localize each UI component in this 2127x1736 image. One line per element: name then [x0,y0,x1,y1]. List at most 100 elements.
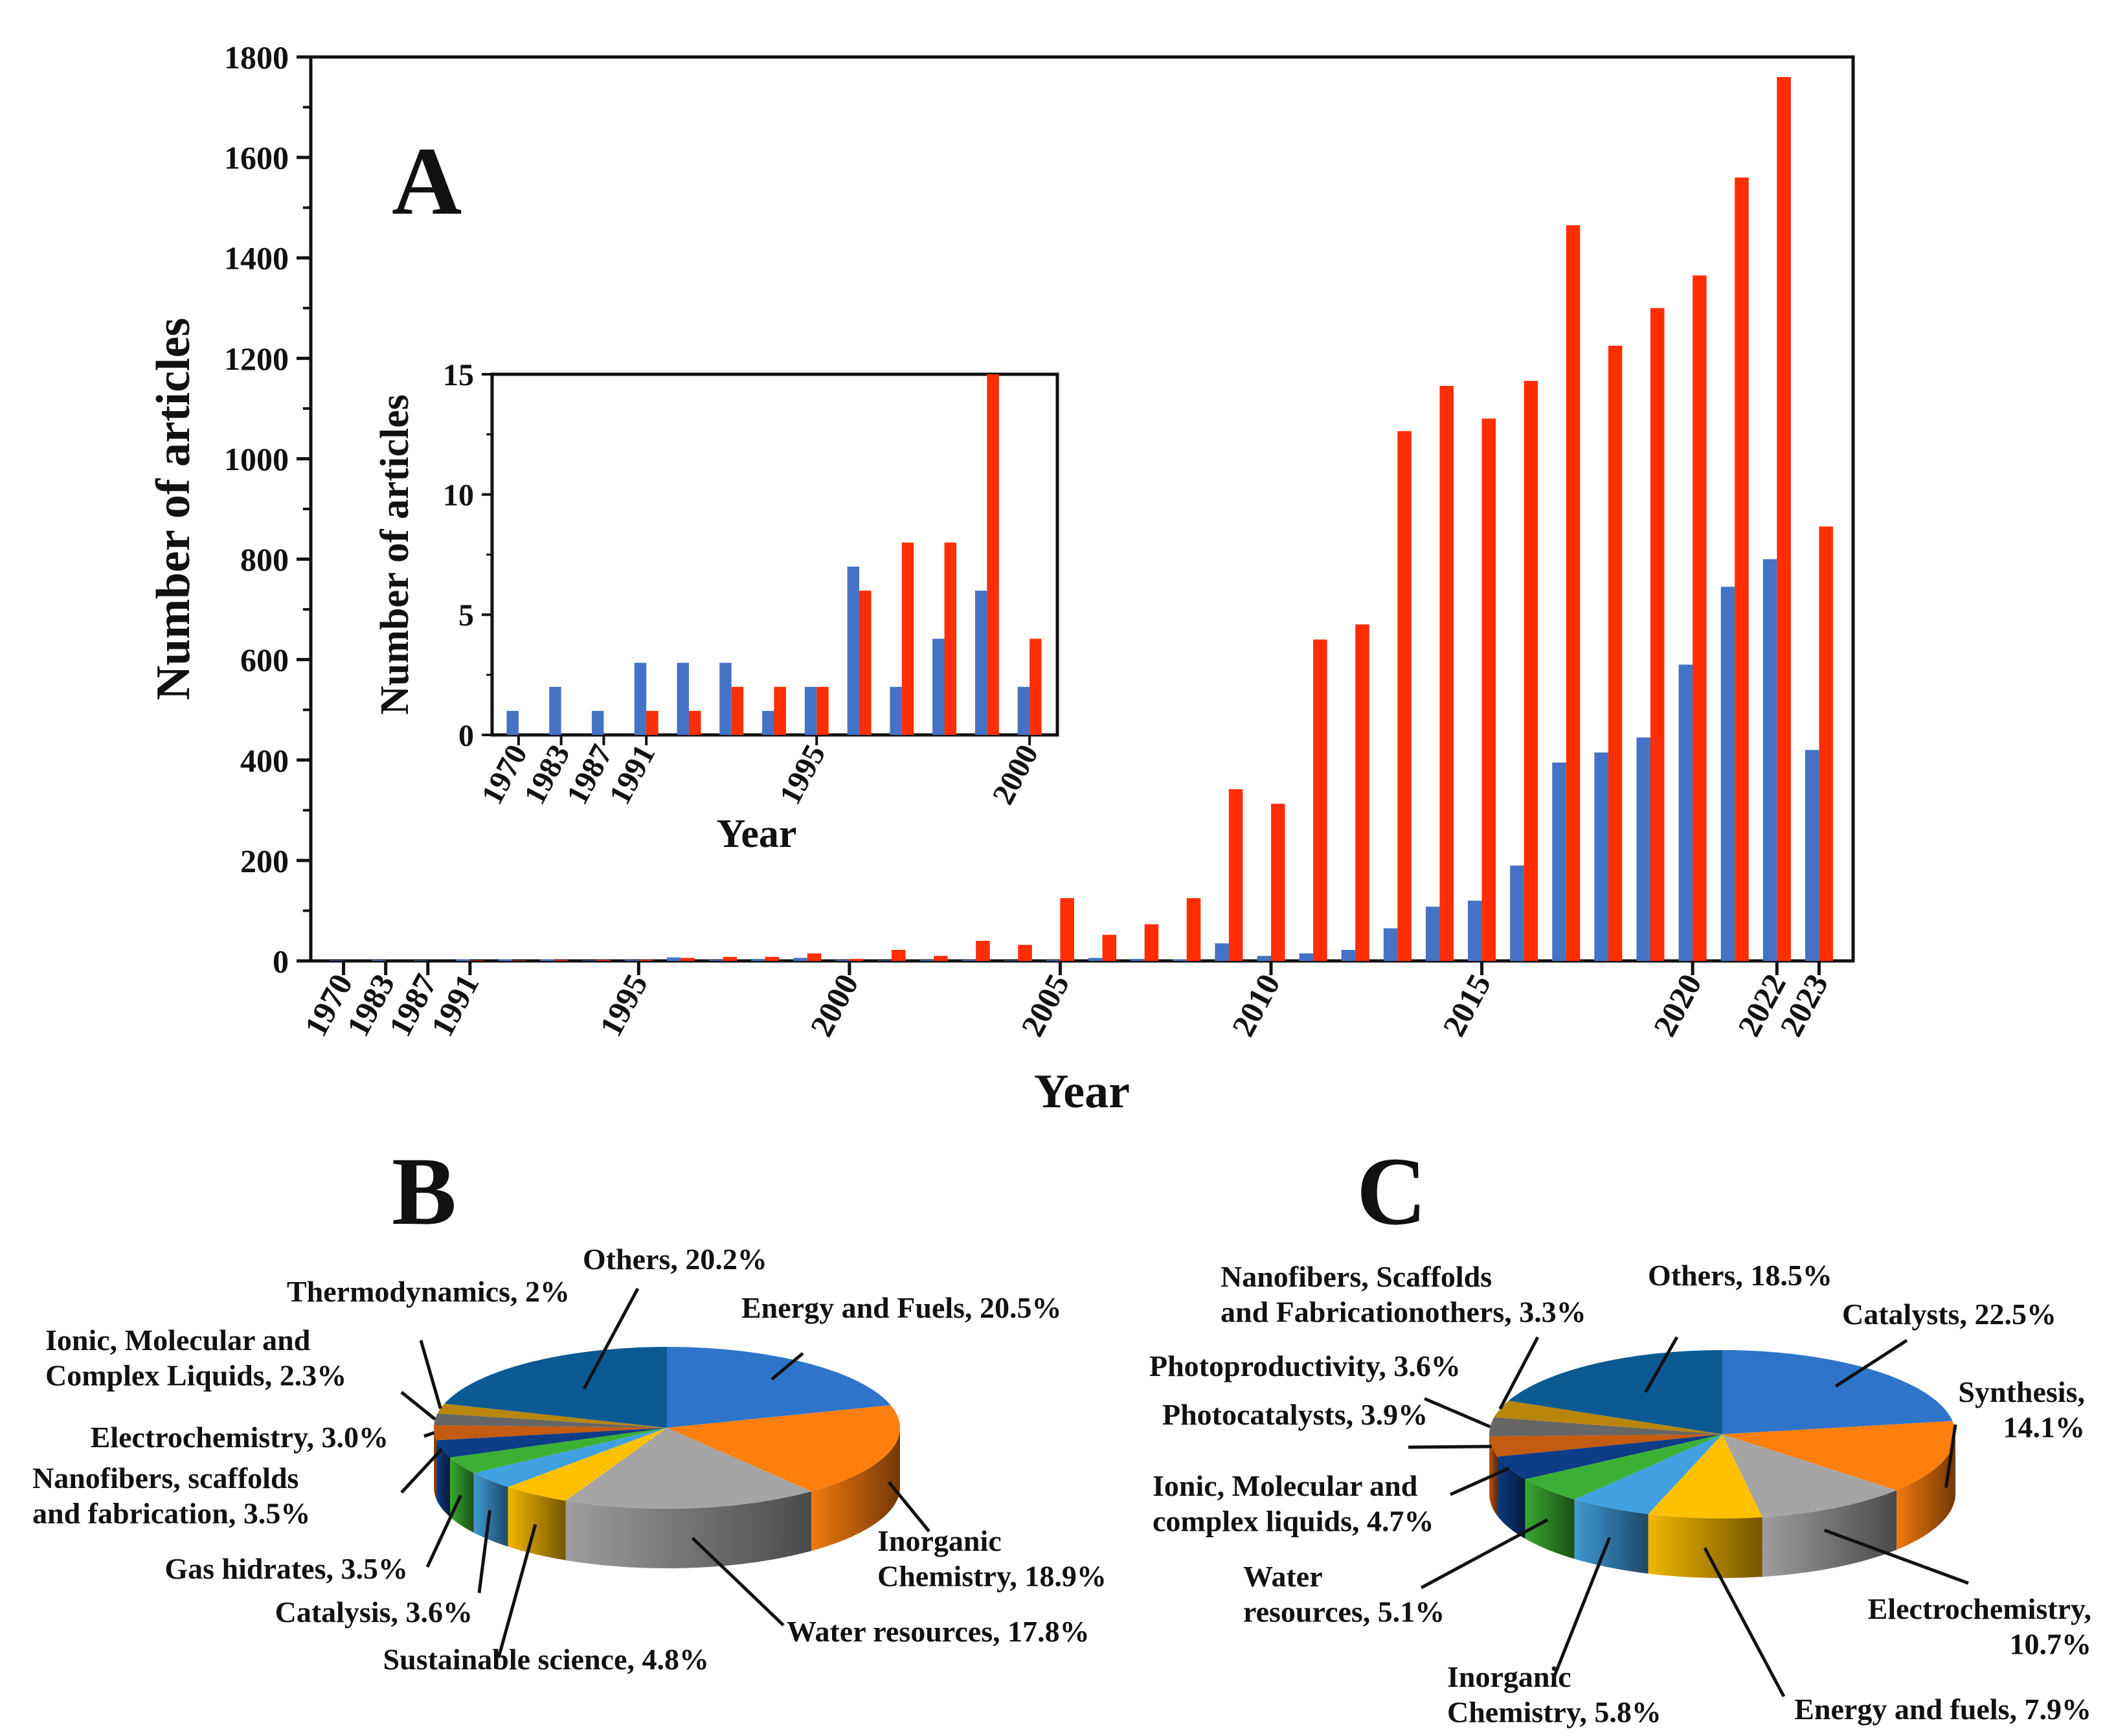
pieB-slice-6 [436,1428,667,1458]
inset-bar-red-2000 [1030,638,1042,735]
inset-bar-red-1999 [987,374,999,735]
main-bar-red-1998 [765,956,780,961]
panel-label-c: C [1356,1138,1426,1245]
pieC-label-1: Synthesis, 14.1% [1958,1375,2085,1443]
main-ytick-label: 1000 [224,441,289,477]
pieB-label-0: Energy and Fuels, 20.5% [741,1291,1062,1324]
pieB-label-5: Gas hidrates, 3.5% [164,1552,408,1585]
main-bar-blue-1996 [666,957,681,961]
pieC-leader-8 [1424,1397,1491,1428]
pieB-leader-10 [582,1287,640,1390]
pieC-label-10: Others, 18.5% [1648,1259,1832,1292]
main-bar-red-1996 [681,958,695,961]
inset-plot-frame [490,372,1059,737]
pieB-slice-5 [450,1428,667,1473]
main-bar-red-2006 [1102,934,1117,961]
main-bar-blue-2005 [1046,960,1061,961]
inset-bar-red-1996 [859,591,872,735]
main-bar-blue-2011 [1299,953,1314,961]
pieB-slice-8 [434,1414,667,1428]
pieC-slice-side-5 [1525,1479,1575,1559]
main-bar-red-2005 [1060,898,1074,961]
main-bar-red-2007 [1144,924,1159,961]
pieC-slice-side-3 [1648,1514,1762,1578]
main-bar-blue-2017 [1552,762,1566,961]
main-bar-red-2004 [1018,945,1032,961]
main-xtick-label: 2020 [1646,968,1708,1043]
main-bar-red-1991 [469,960,484,961]
pieC-label-4: Inorganic Chemistry, 5.8% [1447,1660,1661,1728]
main-bar-blue-2004 [1004,960,1018,961]
main-xtick-label: 2010 [1224,968,1287,1043]
pieB-leader-3 [497,1524,537,1658]
pieB-leader-9 [419,1340,442,1409]
main-ytick-label: 0 [273,943,289,980]
main-bar-blue-2008 [1173,959,1187,961]
main-bar-red-2002 [934,956,948,961]
pieC-label-2: Electrochemistry, 10.7% [1868,1592,2091,1660]
pieC-slice-10 [1508,1350,1722,1434]
pieB-label-4: Catalysis, 3.6% [275,1595,473,1629]
main-bar-blue-2023 [1805,750,1819,961]
main-xtick-label: 2015 [1435,968,1498,1043]
main-bar-blue-2007 [1131,958,1145,961]
main-bar-blue-1970 [330,960,344,961]
main-xtick-label: 2000 [803,968,865,1043]
main-bar-blue-2019 [1636,737,1650,961]
pieC-slice-4 [1574,1434,1722,1515]
pieB-label-7: Electrochemistry, 3.0% [91,1421,388,1454]
main-bar-blue-2018 [1594,752,1608,961]
pieB-slice-side-3 [508,1487,566,1561]
main-bar-blue-2009 [1215,943,1229,961]
main-bar-blue-1997 [709,960,723,961]
pieB-leader-8 [400,1391,436,1421]
pieC-leader-6 [1449,1467,1510,1496]
pie-chart-b: Energy and Fuels, 20.5% Inorganic Chemistr… [32,1243,1107,1676]
main-bar-blue-1995 [624,960,639,961]
pieC-leader-3 [1703,1547,1786,1698]
pieB-label-9: Thermodynamics, 2% [287,1275,570,1308]
main-bar-red-2001 [892,949,906,961]
main-bar-blue-2022 [1762,559,1777,961]
main-bar-blue-2012 [1341,949,1356,961]
main-ytick-label: 1200 [224,341,289,377]
pieB-slice-side-5 [450,1457,474,1533]
pieC-leader-5 [1420,1518,1549,1590]
pieB-slice-4 [473,1428,667,1487]
inset-y-axis-title: Number of articles [373,394,417,715]
pieC-slice-8 [1489,1417,1722,1437]
main-ytick-label: 200 [240,842,289,879]
main-bar-red-2012 [1355,624,1369,961]
main-xtick-label: 2005 [1014,968,1076,1043]
pieB-slice-side-7 [434,1428,437,1500]
main-bar-red-2014 [1439,385,1454,961]
main-y-axis-title: Number of articles [147,318,200,700]
main-bar-red-1994 [596,960,611,961]
pieB-slice-side-4 [473,1473,508,1547]
inset-bar-blue-1998 [932,638,945,735]
pieC-label-5: Water resources, 5.1% [1243,1560,1445,1628]
inset-ytick-label: 10 [443,478,474,512]
inset-bar-blue-1999 [974,591,987,735]
pieC-slice-side-6 [1497,1456,1525,1539]
pieB-label-6: Nanofibers, scaffolds and fabrication, 3.… [32,1461,310,1529]
pieB-label-3: Sustainable science, 4.8% [383,1643,709,1676]
pieC-slice-0 [1722,1350,1953,1434]
pieB-leader-4 [477,1509,491,1594]
main-bar-blue-2020 [1678,664,1693,961]
pieC-leader-4 [1552,1537,1612,1678]
pieC-label-8: Photoproductivity, 3.6% [1149,1349,1461,1382]
pieB-slice-side-2 [565,1491,812,1568]
pieB-leader-2 [691,1537,785,1627]
inset-bar-blue-1992 [677,662,689,735]
panel-label-a: A [392,128,462,235]
inset-bar-blue-1970 [506,710,519,735]
main-bar-blue-1999 [793,958,807,961]
main-bar-red-1997 [723,956,737,961]
inset-bar-red-1998 [944,542,956,735]
main-bar-blue-1994 [582,960,597,961]
main-ytick-label: 400 [240,742,289,778]
pie-chart-c: Catalysts, 22.5% Synthesis, 14.1% Electroch… [1149,1259,2091,1728]
